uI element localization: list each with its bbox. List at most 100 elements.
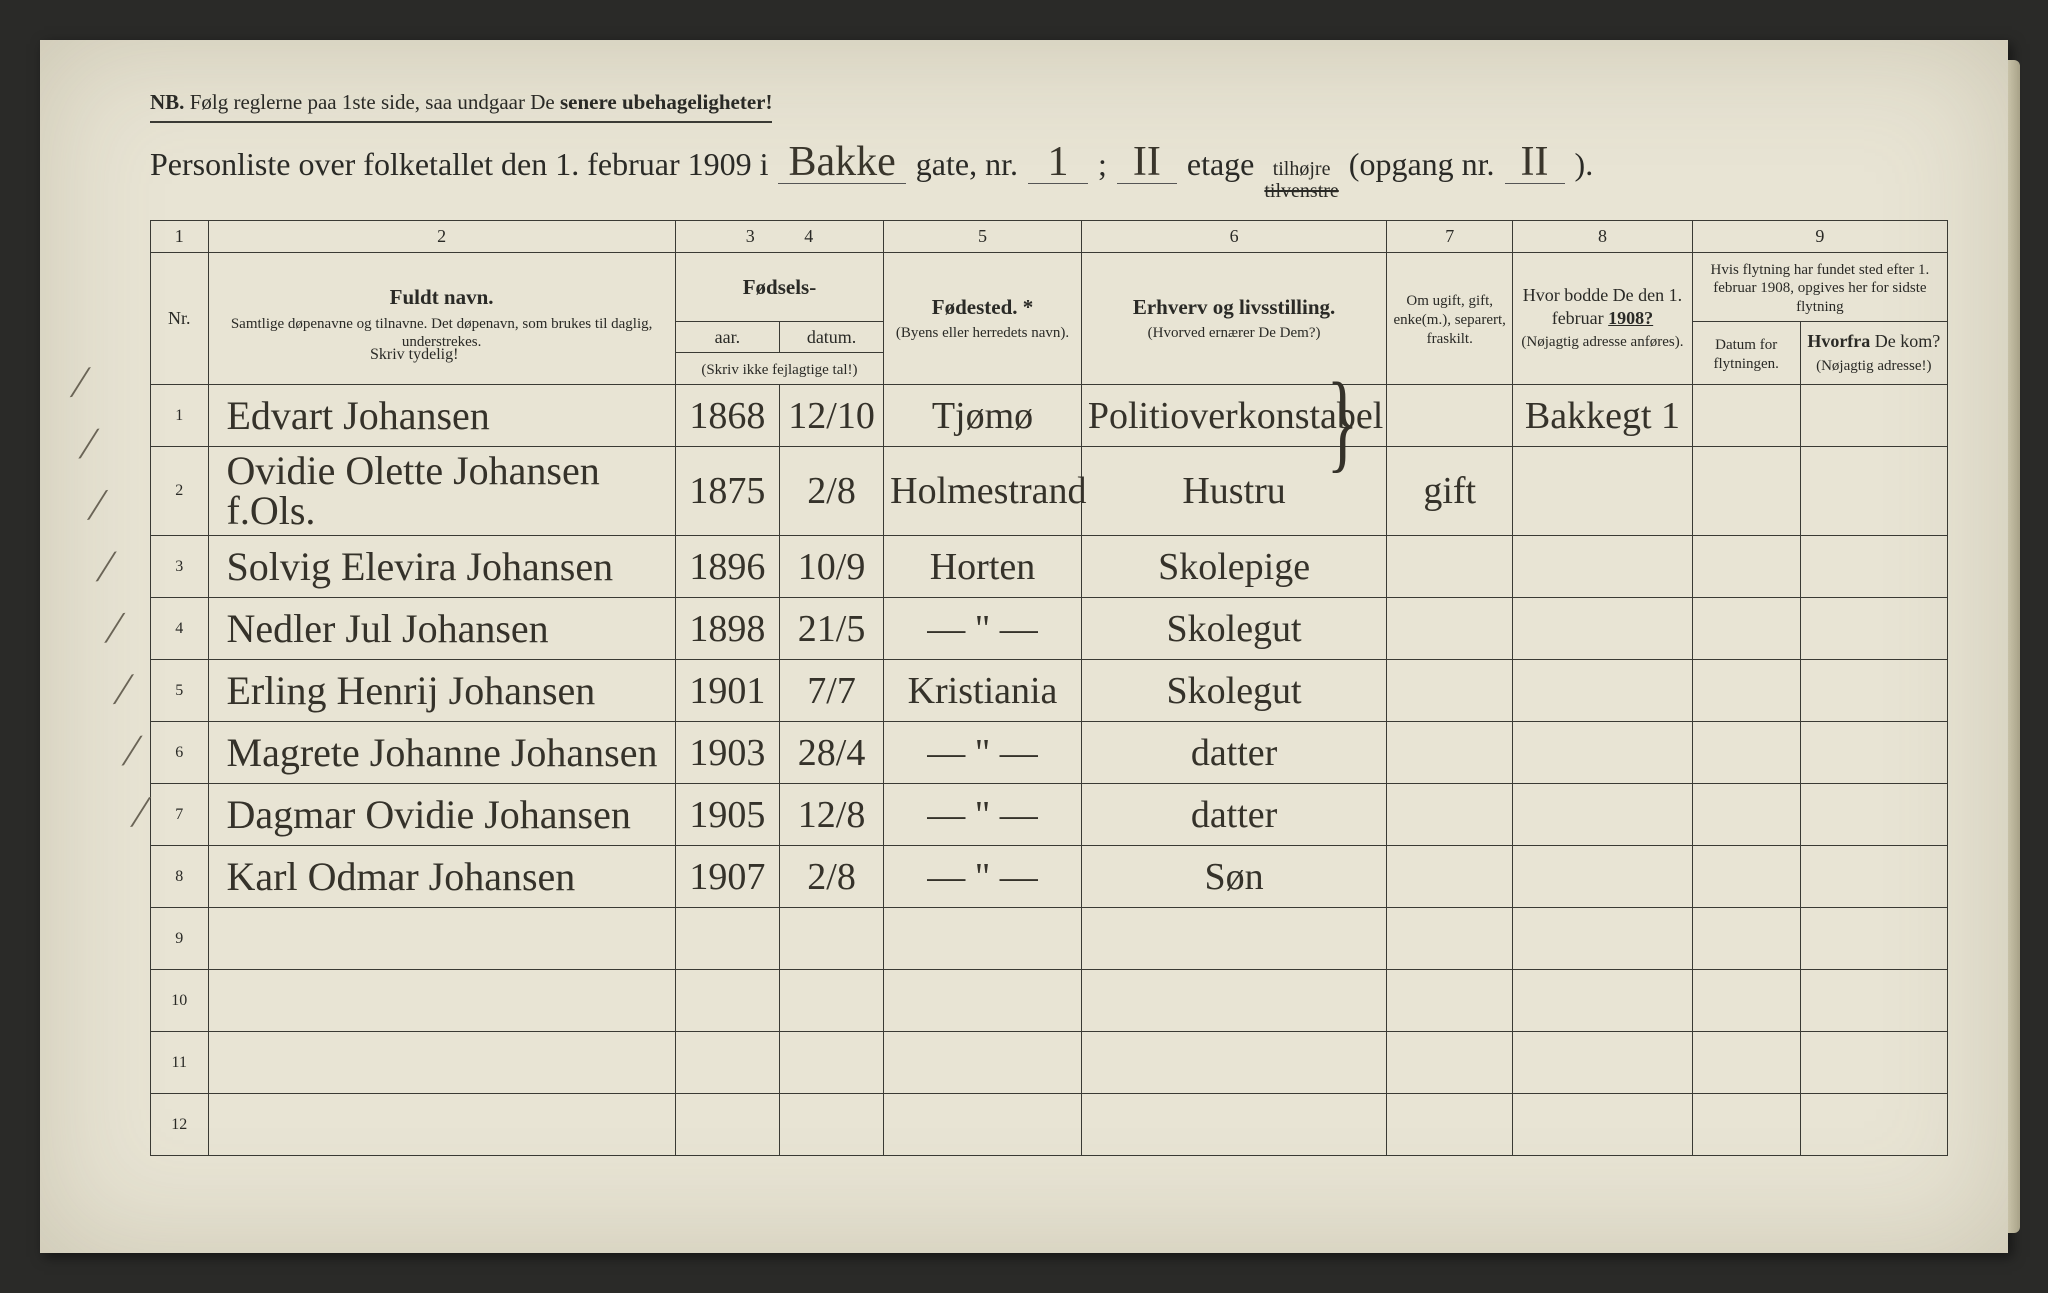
cell-fodested xyxy=(884,908,1082,970)
gate-nr: 1 xyxy=(1028,141,1088,184)
cell-aar: 1875 xyxy=(675,447,779,536)
title-opgang: (opgang nr. xyxy=(1349,146,1495,183)
cell-status xyxy=(1387,1032,1513,1094)
nb-prefix: NB. xyxy=(150,90,184,114)
etage-val: II xyxy=(1117,141,1177,184)
cell-nr: 10 xyxy=(151,970,209,1032)
cell-aar xyxy=(675,908,779,970)
table-row: 1Edvart Johansen186812/10TjømøPolitiover… xyxy=(151,385,1948,447)
cell-aar: 1907 xyxy=(675,846,779,908)
colnum-1: 1 xyxy=(151,221,209,253)
hdr-hvorfra: Hvorfra De kom? (Nøjagtig adresse!) xyxy=(1800,321,1947,384)
cell-aar: 1896 xyxy=(675,536,779,598)
table-row: 12 xyxy=(151,1094,1948,1156)
hdr-navn: Fuldt navn. Samtlige døpenavne og tilnav… xyxy=(208,252,675,385)
cell-status xyxy=(1387,908,1513,970)
cell-flytdat xyxy=(1692,1032,1800,1094)
cell-aar: 1868 xyxy=(675,385,779,447)
table-row: 2Ovidie Olette Johansen f.Ols.18752/8Hol… xyxy=(151,447,1948,536)
cell-bodde xyxy=(1513,447,1693,536)
cell-datum: 21/5 xyxy=(779,598,883,660)
cell-erhverv: Skolepige xyxy=(1081,536,1386,598)
hdr-bodde-text: Hvor bodde De den 1. februar xyxy=(1523,285,1682,328)
cell-hvorfra xyxy=(1800,908,1947,970)
cell-nr: 2 xyxy=(151,447,209,536)
hdr-skrivikke-text: (Skriv ikke fejlagtige tal!) xyxy=(682,361,877,380)
cell-datum: 10/9 xyxy=(779,536,883,598)
hdr-fodsels: Fødsels- xyxy=(675,252,883,321)
cell-aar xyxy=(675,970,779,1032)
cell-flytdat xyxy=(1692,846,1800,908)
cell-status: gift xyxy=(1387,447,1513,536)
cell-nr: 4 xyxy=(151,598,209,660)
cell-bodde xyxy=(1513,784,1693,846)
cell-nr: 9 xyxy=(151,908,209,970)
hdr-skrivikke: (Skriv ikke fejlagtige tal!) xyxy=(675,353,883,385)
hdr-ugift: Om ugift, gift, enke(m.), separert, fras… xyxy=(1387,252,1513,385)
cell-fodested: — " — xyxy=(884,784,1082,846)
title-etage: etage xyxy=(1187,146,1255,183)
hdr-flytning: Hvis flytning har fundet sted efter 1. f… xyxy=(1692,252,1947,321)
cell-nr: 3 xyxy=(151,536,209,598)
cell-name: Edvart Johansen xyxy=(208,385,675,447)
cell-name: Nedler Jul Johansen xyxy=(208,598,675,660)
cell-bodde xyxy=(1513,908,1693,970)
cell-flytdat xyxy=(1692,660,1800,722)
cell-fodested: — " — xyxy=(884,598,1082,660)
hdr-flytdat-text: Datum for flytningen. xyxy=(1699,336,1794,374)
opgang-nr: II xyxy=(1505,141,1565,184)
cell-name: Magrete Johanne Johansen xyxy=(208,722,675,784)
title-t1: Personliste over folketallet den 1. febr… xyxy=(150,146,768,183)
cell-status xyxy=(1387,1094,1513,1156)
tilhojre-block: tilhøjre tilvenstre xyxy=(1264,158,1338,202)
cell-datum: 7/7 xyxy=(779,660,883,722)
colnum-34: 3 4 xyxy=(675,221,883,253)
cell-fodested: — " — xyxy=(884,722,1082,784)
cell-aar: 1903 xyxy=(675,722,779,784)
cell-aar xyxy=(675,1032,779,1094)
cell-hvorfra xyxy=(1800,598,1947,660)
cell-status xyxy=(1387,784,1513,846)
cell-flytdat xyxy=(1692,722,1800,784)
hdr-hvorfra-sub: (Nøjagtig adresse!) xyxy=(1807,357,1941,376)
cell-status xyxy=(1387,660,1513,722)
cell-aar: 1905 xyxy=(675,784,779,846)
cell-hvorfra xyxy=(1800,970,1947,1032)
table-row: 3Solvig Elevira Johansen189610/9HortenSk… xyxy=(151,536,1948,598)
cell-aar xyxy=(675,1094,779,1156)
cell-erhverv: Skolegut xyxy=(1081,660,1386,722)
hdr-fodested-bold: Fødested. * xyxy=(932,295,1034,319)
table-row: 8Karl Odmar Johansen19072/8— " —Søn xyxy=(151,846,1948,908)
cell-datum xyxy=(779,908,883,970)
table-row: 10 xyxy=(151,970,1948,1032)
cell-status xyxy=(1387,846,1513,908)
cell-hvorfra xyxy=(1800,1032,1947,1094)
cell-hvorfra xyxy=(1800,385,1947,447)
cell-hvorfra xyxy=(1800,536,1947,598)
cell-flytdat xyxy=(1692,385,1800,447)
cell-flytdat xyxy=(1692,598,1800,660)
cell-bodde xyxy=(1513,722,1693,784)
title-gate: gate, nr. xyxy=(916,146,1018,183)
marital-brace: } xyxy=(1327,358,1359,485)
cell-hvorfra xyxy=(1800,660,1947,722)
cell-flytdat xyxy=(1692,908,1800,970)
cell-fodested: Horten xyxy=(884,536,1082,598)
cell-status xyxy=(1387,598,1513,660)
cell-datum xyxy=(779,970,883,1032)
cell-bodde xyxy=(1513,846,1693,908)
cell-erhverv: Skolegut xyxy=(1081,598,1386,660)
hdr-flytning-text: Hvis flytning har fundet sted efter 1. f… xyxy=(1699,261,1941,317)
cell-flytdat xyxy=(1692,536,1800,598)
cell-bodde xyxy=(1513,536,1693,598)
table-body: 1Edvart Johansen186812/10TjømøPolitiover… xyxy=(151,385,1948,1156)
hdr-bodde-year: 1908? xyxy=(1608,308,1653,328)
cell-datum: 12/10 xyxy=(779,385,883,447)
cell-name: Ovidie Olette Johansen f.Ols. xyxy=(208,447,675,536)
cell-flytdat xyxy=(1692,1094,1800,1156)
hdr-fodested-sub: (Byens eller herredets navn). xyxy=(890,324,1075,343)
table-row: 11 xyxy=(151,1032,1948,1094)
colnum-2: 2 xyxy=(208,221,675,253)
table-row: 6Magrete Johanne Johansen190328/4— " —da… xyxy=(151,722,1948,784)
cell-nr: 11 xyxy=(151,1032,209,1094)
